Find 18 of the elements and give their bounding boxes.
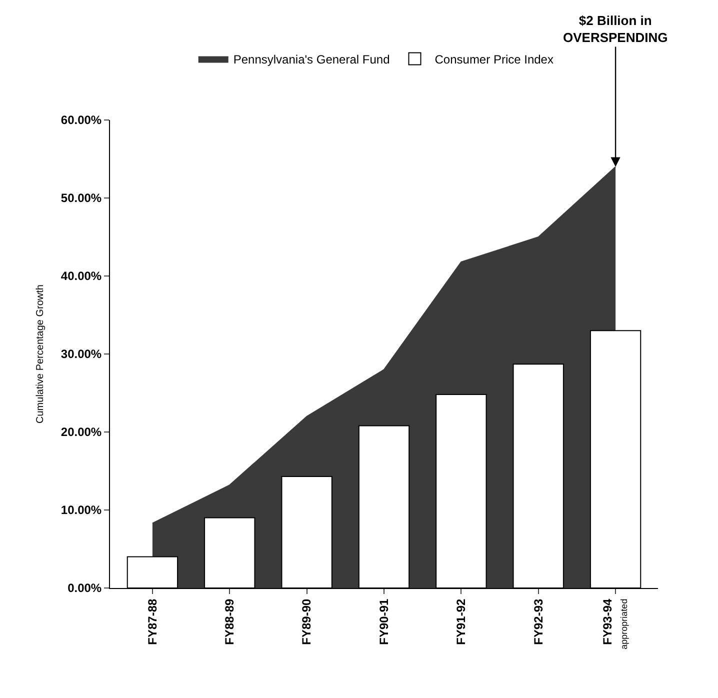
x-tick-label: FY88-89 — [222, 598, 237, 645]
x-tick-label: FY87-88 — [145, 598, 160, 645]
x-tick-label: FY93-94 appropriated — [600, 598, 630, 650]
y-tick-label: 0.00% — [68, 581, 102, 596]
y-tick-label: 50.00% — [60, 191, 102, 206]
x-tick-label: FY90-91 — [376, 598, 391, 645]
y-tick-label: 10.00% — [60, 503, 102, 518]
y-tick-label: 30.00% — [60, 347, 102, 362]
x-tick-label: FY89-90 — [300, 598, 314, 645]
annotation: $2 Billion in OVERSPENDING — [563, 13, 668, 45]
y-axis-title: Cumulative Percentage Growth — [34, 284, 46, 424]
legend-label: Pennsylvania's General Fund — [233, 52, 390, 66]
legend-label: Consumer Price Index — [434, 52, 554, 66]
y-tick-label: 40.00% — [60, 269, 102, 284]
y-tick-label: 20.00% — [60, 425, 102, 440]
x-tick-label: FY92-93 — [531, 598, 546, 645]
x-tick-label: FY91-92 — [454, 598, 468, 645]
y-tick-label: 60.00% — [60, 113, 102, 128]
